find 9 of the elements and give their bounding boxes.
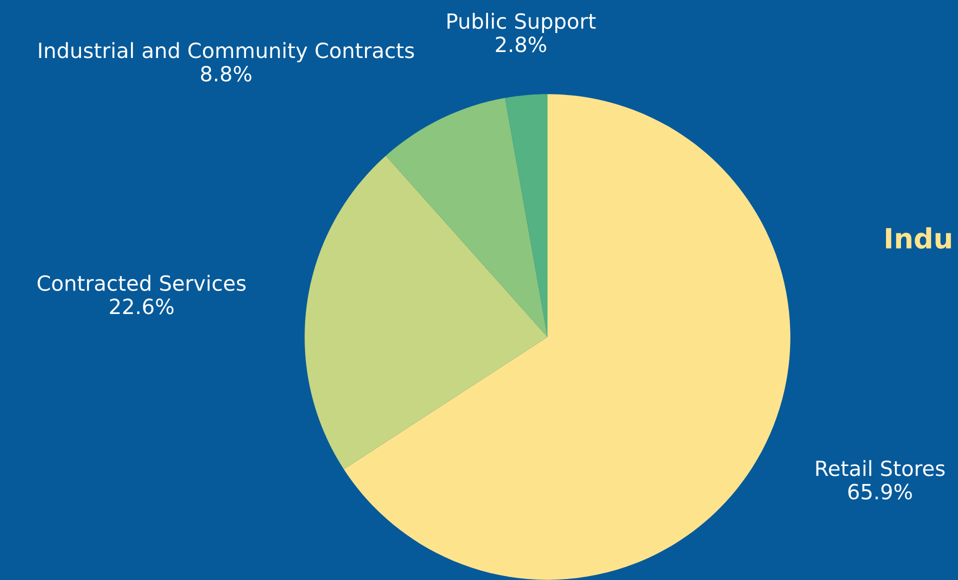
data-label: 65.9% [848,484,912,500]
data-label: 22.6% [110,298,174,314]
slice-label: Retail Stores [816,460,945,476]
slice-label: Contracted Services [38,274,246,291]
slice-label: Public Support [448,12,596,33]
data-label: 8.8% [200,66,252,82]
text: Indu [886,227,951,249]
slice-label: Industrial and Community Contracts [39,42,414,62]
data-label: 2.8% [496,36,546,52]
